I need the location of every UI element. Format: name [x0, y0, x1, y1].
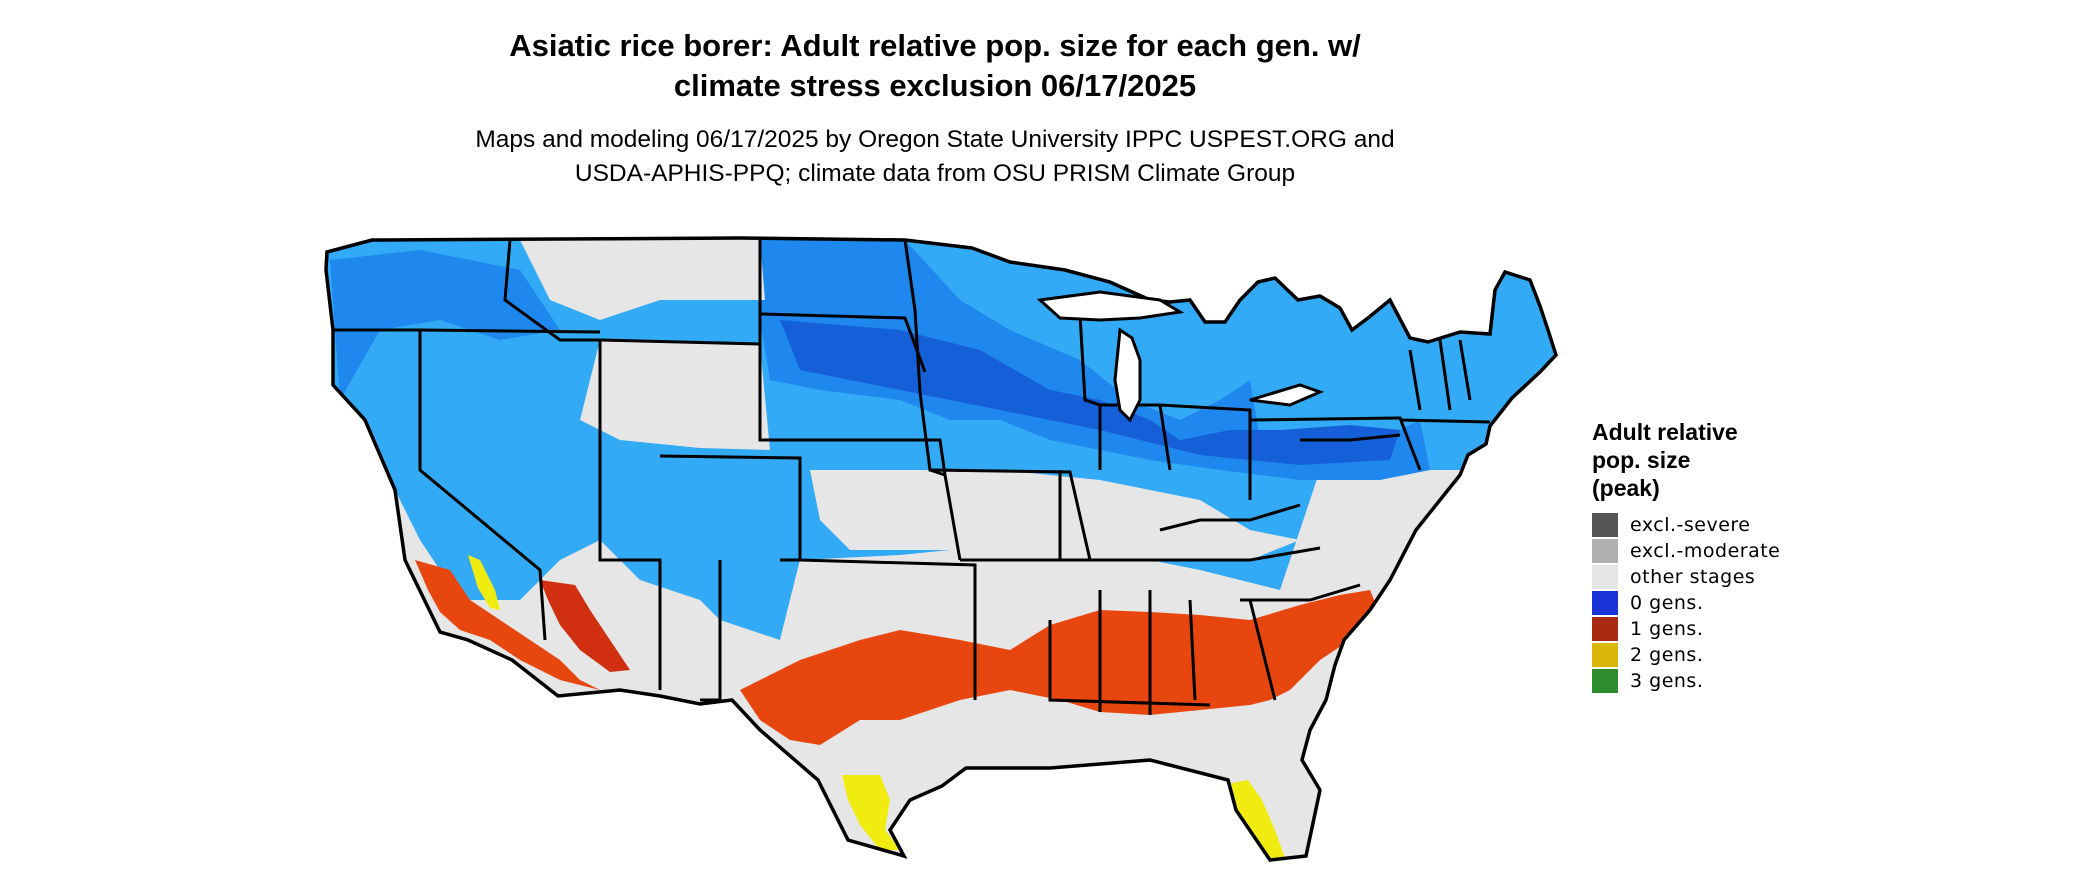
- map-subtitle-line1: Maps and modeling 06/17/2025 by Oregon S…: [475, 126, 1395, 153]
- zone-1gen-southwest: [415, 560, 600, 690]
- great-lakes: [1036, 290, 1325, 423]
- legend-item-other-stages: other stages: [1592, 564, 1780, 590]
- legend-swatch: [1592, 591, 1618, 615]
- lake-superior: [1036, 290, 1185, 322]
- legend-swatch: [1592, 513, 1618, 537]
- zone-1gen-az: [540, 580, 630, 672]
- legend-label: excl.-moderate: [1630, 540, 1781, 562]
- legend-title-line3: (peak): [1592, 475, 1660, 501]
- lake-erie: [1249, 383, 1325, 407]
- zone-0gen-west: [330, 250, 560, 400]
- zone-other-plains: [580, 340, 770, 450]
- zone-2gen-florida: [1222, 780, 1285, 860]
- lake-michigan: [1113, 327, 1142, 423]
- zone-0gen-mid: [760, 240, 1430, 480]
- legend-swatch: [1592, 565, 1618, 589]
- legend-label: 2 gens.: [1630, 644, 1704, 666]
- legend-item-0-gens: 0 gens.: [1592, 590, 1780, 616]
- legend-title: Adult relative pop. size (peak): [1592, 418, 1780, 502]
- legend-title-line2: pop. size: [1592, 447, 1691, 473]
- map-subtitle-line2: USDA-APHIS-PPQ; climate data from OSU PR…: [574, 160, 1296, 187]
- legend-title-line1: Adult relative: [1592, 419, 1738, 445]
- zone-2gen-ca: [468, 555, 500, 610]
- legend-label: 1 gens.: [1630, 618, 1704, 640]
- map-title: Asiatic rice borer: Adult relative pop. …: [0, 26, 1870, 106]
- legend-swatch: [1592, 669, 1618, 693]
- zone-other-wy: [520, 240, 765, 320]
- map-subtitle: Maps and modeling 06/17/2025 by Oregon S…: [0, 123, 1870, 191]
- zone-1gen-south-band: [740, 590, 1378, 745]
- zone-other-midwest: [810, 470, 1300, 560]
- legend-label: 0 gens.: [1630, 592, 1704, 614]
- zone-2gen-texas: [842, 775, 900, 850]
- legend-swatch: [1592, 539, 1618, 563]
- map-title-line2: climate stress exclusion 06/17/2025: [673, 68, 1197, 103]
- legend-item-2-gens: 2 gens.: [1592, 642, 1780, 668]
- legend-label: 3 gens.: [1630, 670, 1704, 692]
- map-legend: Adult relative pop. size (peak) excl.-se…: [1592, 418, 1780, 694]
- zone-0gen-dark: [780, 320, 1400, 465]
- legend-swatch: [1592, 617, 1618, 641]
- legend-item-excl-severe: excl.-severe: [1592, 512, 1780, 538]
- legend-item-3-gens: 3 gens.: [1592, 668, 1780, 694]
- legend-label: excl.-severe: [1630, 514, 1751, 536]
- legend-item-1-gens: 1 gens.: [1592, 616, 1780, 642]
- state-borders: [333, 239, 1491, 715]
- map-title-line1: Asiatic rice borer: Adult relative pop. …: [509, 28, 1361, 63]
- legend-swatch: [1592, 643, 1618, 667]
- legend-label: other stages: [1630, 566, 1756, 588]
- legend-item-excl-moderate: excl.-moderate: [1592, 538, 1780, 564]
